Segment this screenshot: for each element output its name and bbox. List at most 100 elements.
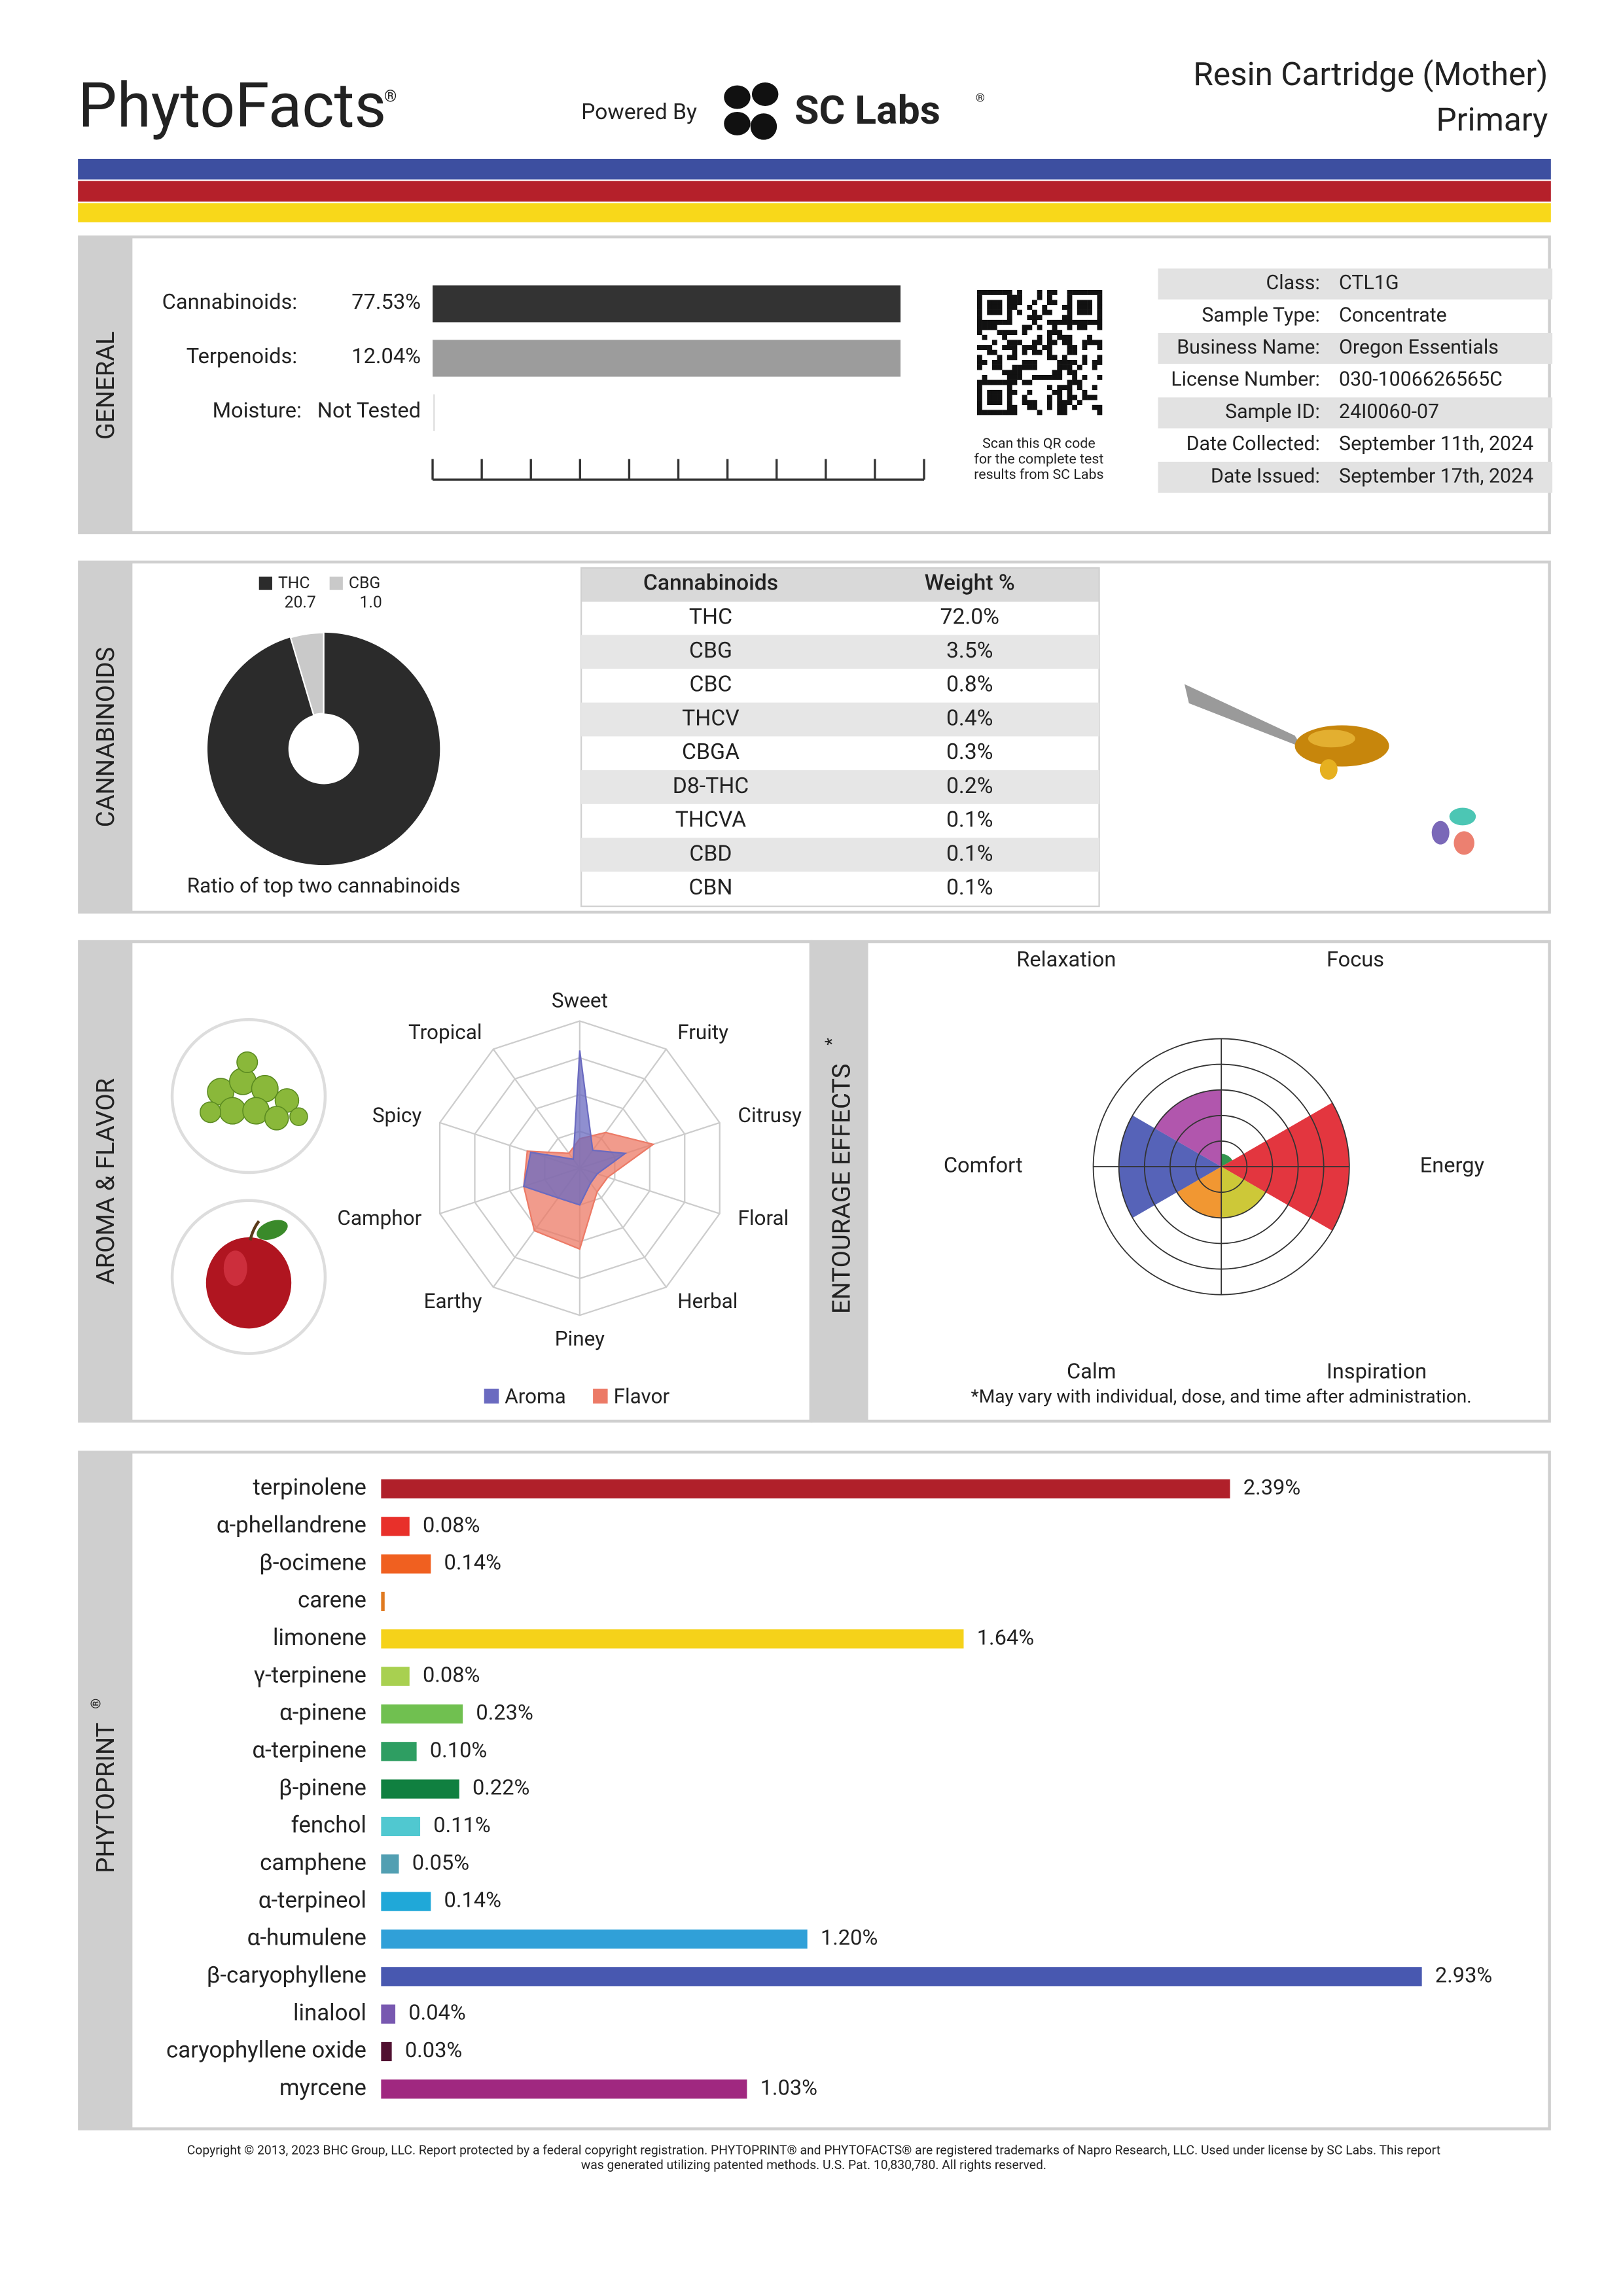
qr-module	[1032, 345, 1037, 350]
qr-module	[1052, 340, 1058, 345]
qr-module	[1082, 319, 1088, 325]
qr-module	[1037, 374, 1043, 380]
qr-module	[1027, 364, 1033, 370]
qr-module	[1007, 400, 1012, 406]
table-row-bg	[581, 702, 1099, 737]
qr-module	[1067, 290, 1073, 295]
qr-module	[987, 349, 993, 355]
content: Cannabinoids: 77.53% Terpenoids: 12.04% Mois…	[162, 268, 1553, 2172]
info-row-bg	[1158, 461, 1553, 493]
legend-swatch	[329, 576, 343, 590]
qr-module	[1061, 385, 1067, 391]
qr-module	[1057, 395, 1063, 400]
qr-module	[1022, 345, 1027, 350]
info-label: Business Name:	[1177, 336, 1320, 359]
table-cell: CBC	[690, 672, 732, 698]
logo-dots	[1431, 821, 1450, 845]
qr-module	[1082, 290, 1088, 295]
qr-module	[1092, 364, 1097, 370]
lab-mark: ®	[976, 91, 985, 105]
qr-module	[1007, 290, 1012, 295]
qr-module	[1072, 319, 1078, 325]
table-cell: THCV	[682, 705, 740, 731]
qr-module	[987, 400, 993, 406]
qr-module	[1061, 364, 1067, 370]
legend-label: Flavor	[614, 1384, 670, 1408]
qr-module	[1082, 340, 1088, 345]
qr-module	[982, 319, 988, 325]
side-bars	[79, 942, 133, 1422]
qr-module	[976, 300, 982, 306]
qr-caption: for the complete test	[974, 451, 1103, 467]
info-label: Sample Type:	[1202, 304, 1319, 327]
hops-image	[289, 1107, 308, 1126]
qr-module	[1097, 345, 1103, 350]
terpene-value: 2.39%	[1243, 1475, 1300, 1500]
qr-module	[1007, 345, 1012, 350]
legend-swatch	[259, 576, 272, 590]
terpene-name: camphene	[260, 1849, 366, 1876]
qr-module	[976, 304, 982, 310]
info-value: September 11th, 2024	[1339, 433, 1533, 455]
qr-module	[1042, 309, 1048, 315]
stripe-red	[78, 181, 1551, 202]
qr-module	[1022, 395, 1027, 400]
qr-module	[1032, 349, 1037, 355]
table-cell: 0.3%	[946, 739, 993, 765]
effect-label: Energy	[1420, 1153, 1485, 1178]
qr-module	[1037, 349, 1043, 355]
qr-module	[1027, 404, 1033, 410]
qr-module	[1032, 400, 1037, 406]
hops-image	[219, 1097, 247, 1125]
terpene-name: myrcene	[279, 2074, 366, 2101]
info-label: Sample ID:	[1225, 400, 1320, 423]
qr-module	[1082, 309, 1088, 315]
qr-module	[1012, 345, 1018, 350]
legend-value: 20.7	[285, 593, 316, 612]
general-label: Terpenoids:	[187, 344, 297, 368]
qr-module	[997, 290, 1003, 295]
side-bars	[79, 237, 868, 2129]
terpene-name: α-phellandrene	[217, 1511, 366, 1538]
qr-module	[1072, 380, 1078, 385]
qr-module	[1037, 294, 1043, 300]
terpene-bar	[381, 1704, 463, 1724]
qr-module	[1032, 319, 1037, 325]
qr-module	[1032, 300, 1037, 306]
qr-module	[1007, 389, 1012, 395]
lab-logo-icon	[724, 82, 779, 140]
qr-module	[976, 315, 982, 321]
brand-mark: ®	[384, 87, 397, 106]
info-value: Concentrate	[1339, 304, 1447, 327]
qr-module	[1072, 290, 1078, 295]
indicator-bar	[433, 285, 901, 323]
copyright: Copyright © 2013, 2023 BHC Group, LLC. R…	[187, 2142, 1440, 2157]
legend-swatch	[484, 1388, 499, 1404]
qr-module	[1077, 304, 1082, 310]
qr-module	[976, 410, 982, 415]
qr-module	[997, 355, 1003, 361]
qr-module	[1012, 410, 1018, 415]
qr-module	[997, 309, 1003, 315]
qr-module	[1097, 304, 1103, 310]
info-value: 030-1006626565C	[1339, 368, 1503, 391]
qr-module	[1067, 389, 1073, 395]
qr-module	[1012, 374, 1018, 380]
qr-module	[976, 345, 982, 350]
terpene-name: γ-terpinene	[254, 1661, 366, 1688]
table-cell: 0.2%	[946, 773, 993, 799]
table-cell: 0.1%	[946, 807, 993, 833]
qr-module	[982, 290, 988, 295]
terpene-name: α-terpinene	[252, 1737, 366, 1763]
qr-module	[1046, 290, 1052, 295]
qr-module	[1012, 294, 1018, 300]
table-cell: 0.4%	[946, 705, 993, 731]
qr-module	[1007, 330, 1012, 336]
section-mark: *	[821, 1038, 842, 1046]
qr-module	[1002, 380, 1008, 385]
qr-module	[1077, 400, 1082, 406]
qr-module	[1007, 300, 1012, 306]
terpene-value: 0.05%	[412, 1850, 469, 1875]
terpene-value: 0.14%	[444, 1888, 501, 1913]
qr-module	[1027, 315, 1033, 321]
